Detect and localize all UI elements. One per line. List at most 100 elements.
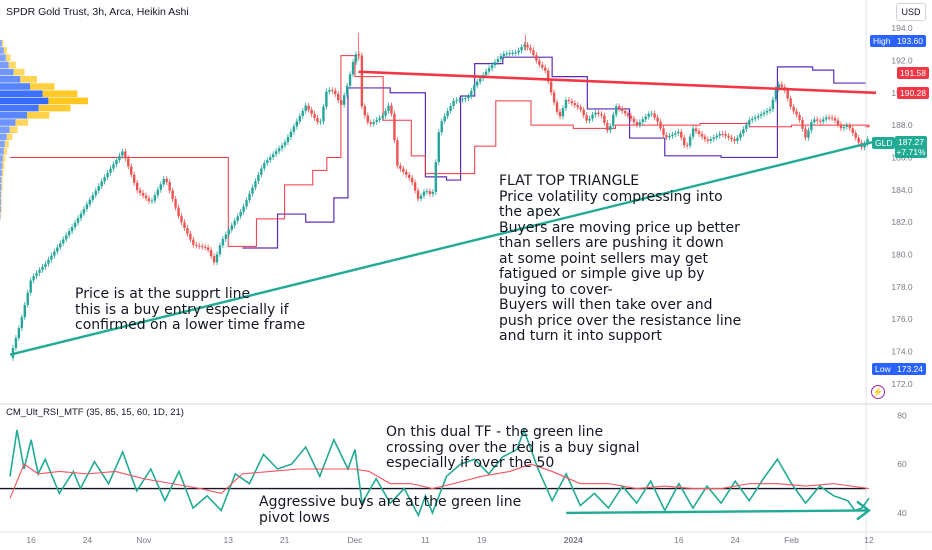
candle-body	[286, 136, 290, 143]
candle-body	[266, 160, 269, 164]
time-tick-label: Nov	[136, 535, 152, 545]
candle-body	[774, 88, 778, 100]
candle-body	[127, 158, 130, 167]
candle-body	[138, 190, 142, 193]
candle-body	[366, 115, 370, 123]
candle-body	[316, 117, 319, 123]
time-tick-label: 19	[477, 535, 487, 545]
candle-body	[257, 174, 260, 182]
volume-profile-bar-down	[2, 162, 5, 169]
candle-body	[514, 52, 517, 54]
volume-profile-bar-down	[6, 133, 13, 141]
candle-body	[322, 106, 325, 122]
candle-body	[762, 112, 766, 115]
candle-body	[115, 159, 118, 165]
change-percent: +7.71%	[896, 147, 926, 157]
volume-profile-bar-up	[0, 155, 3, 162]
candle-body	[23, 304, 26, 318]
candle-body	[171, 190, 174, 200]
candle-body	[499, 55, 503, 60]
volume-profile-bar-up	[0, 126, 10, 133]
volume-profile-bar-up	[0, 162, 3, 169]
candle-body	[538, 60, 541, 65]
candle-body	[384, 111, 387, 116]
volume-profile-bar-down	[8, 61, 16, 69]
rsi-tick-label: 40	[897, 508, 907, 518]
candle-body	[532, 50, 535, 56]
candle-body	[203, 246, 207, 248]
candle-body	[295, 121, 299, 127]
candle-body	[215, 254, 219, 263]
candle-body	[446, 111, 449, 117]
candle-body	[192, 239, 195, 245]
candle-body	[271, 154, 275, 158]
candle-body	[354, 54, 358, 63]
volume-profile-bar-up	[0, 191, 1, 198]
candle-body	[88, 199, 92, 205]
candle-body	[620, 108, 624, 112]
candle-body	[795, 111, 798, 115]
candle-body	[478, 78, 482, 82]
candle-body	[209, 250, 213, 257]
candle-body	[254, 181, 257, 188]
candle-body	[301, 110, 304, 117]
candle-body	[674, 133, 677, 135]
candle-body	[836, 120, 840, 125]
candle-body	[387, 105, 390, 112]
low-value: 173.24	[897, 364, 923, 374]
candle-body	[121, 151, 124, 156]
volume-profile-bar-up	[0, 169, 2, 177]
volume-profile-bar-up	[0, 76, 21, 83]
candle-body	[777, 84, 781, 89]
candle-body	[277, 148, 281, 152]
candle-body	[443, 116, 446, 122]
ticker-tag: GLD	[872, 137, 896, 149]
candle-body	[130, 166, 133, 175]
time-tick-label: 12	[864, 535, 874, 545]
candle-body	[17, 328, 21, 339]
candle-body	[718, 134, 721, 136]
candle-body	[112, 164, 115, 169]
volume-profile-bar-up	[0, 90, 43, 97]
volume-profile-bar-up	[0, 40, 2, 47]
candle-body	[467, 96, 470, 99]
candle-body	[221, 238, 225, 246]
volume-profile-bar-down	[9, 126, 18, 133]
candle-body	[307, 105, 310, 110]
volume-profile-bar-down	[3, 148, 8, 155]
candle-body	[582, 109, 585, 116]
candle-body	[851, 128, 854, 134]
price-tick-label: 176.0	[891, 314, 913, 324]
candle-body	[845, 125, 849, 127]
candle-body	[727, 135, 730, 138]
candle-body	[830, 117, 834, 119]
rsi-red-line	[9, 463, 870, 499]
candle-body	[124, 151, 127, 159]
candle-body	[227, 229, 231, 235]
time-tick-label: 24	[730, 535, 740, 545]
candle-body	[807, 130, 810, 138]
candle-body	[594, 112, 597, 115]
candle-body	[638, 122, 642, 125]
lightning-icon[interactable]: ⚡	[871, 385, 885, 399]
candle-body	[644, 116, 647, 120]
candle-body	[337, 94, 340, 101]
candle-body	[76, 218, 80, 223]
currency-button[interactable]: USD	[896, 3, 926, 21]
candle-body	[251, 187, 254, 194]
candle-body	[425, 191, 429, 193]
candle-body	[156, 189, 160, 196]
candle-body	[546, 70, 550, 82]
candle-body	[733, 139, 736, 141]
candle-body	[745, 124, 748, 130]
candle-body	[464, 98, 467, 100]
candle-body	[410, 177, 414, 183]
candle-body	[721, 134, 724, 135]
candle-body	[650, 113, 653, 115]
candle-body	[283, 142, 287, 146]
candle-body	[789, 98, 792, 107]
candle-body	[496, 59, 500, 63]
candle-body	[564, 100, 568, 109]
